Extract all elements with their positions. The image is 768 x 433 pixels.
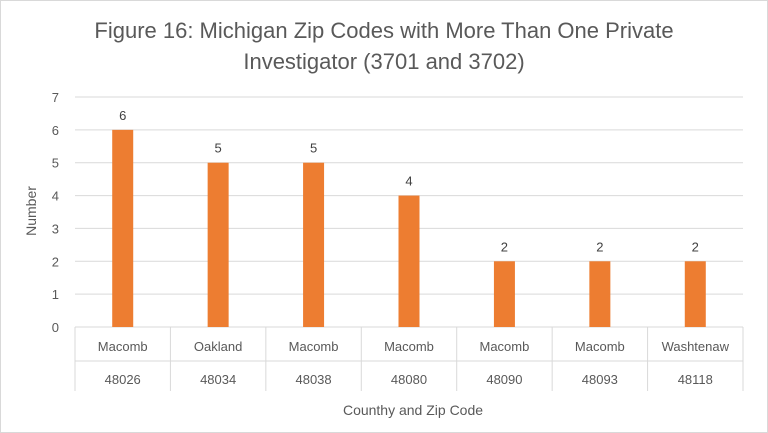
bar-48038 [303,162,325,327]
category-county-label: Macomb [98,339,148,354]
y-tick-label: 7 [52,90,59,105]
y-axis-title: Number [23,186,39,236]
category-zip-label: 48080 [391,372,427,387]
category-county-label: Oakland [194,339,242,354]
chart-title-line-1: Figure 16: Michigan Zip Codes with More … [94,18,674,43]
bars [112,129,706,327]
category-county-label: Macomb [289,339,339,354]
data-label: 6 [119,108,126,123]
data-label: 5 [215,141,222,156]
bar-48034 [207,162,229,327]
y-tick-label: 6 [52,123,59,138]
gridlines [74,96,744,391]
y-tick-label: 2 [52,254,59,269]
category-county-label: Washtenaw [662,339,730,354]
y-tick-label: 1 [52,287,59,302]
category-zip-label: 48038 [295,372,331,387]
y-tick-label: 3 [52,221,59,236]
data-label: 5 [310,141,317,156]
y-tick-label: 4 [52,189,59,204]
bar-48118 [684,261,706,327]
category-zip-label: 48034 [200,372,236,387]
data-label: 2 [596,239,603,254]
category-zip-label: 48090 [486,372,522,387]
bar-48026 [112,129,134,327]
category-county-label: Macomb [479,339,529,354]
bar-48090 [493,261,515,327]
category-county-label: Macomb [575,339,625,354]
category-zip-label: 48118 [678,372,713,387]
category-county-label: Macomb [384,339,434,354]
bar-48080 [398,195,420,327]
x-axis-title: Counthy and Zip Code [343,402,483,418]
bar-48093 [589,261,611,327]
data-label: 2 [501,239,508,254]
chart-title-line-2: Investigator (3701 and 3702) [243,49,525,74]
data-label: 2 [692,239,699,254]
category-zip-label: 48026 [105,372,141,387]
chart-title: Figure 16: Michigan Zip Codes with More … [1,15,767,77]
y-tick-label: 0 [52,320,59,335]
category-zip-label: 48093 [582,372,618,387]
y-tick-label: 5 [52,156,59,171]
labels: 0 1 2 3 4 5 6 7 6 Macomb 48026 5 Oakland 48034 5 Macomb… [52,90,730,387]
data-label: 4 [405,174,412,189]
